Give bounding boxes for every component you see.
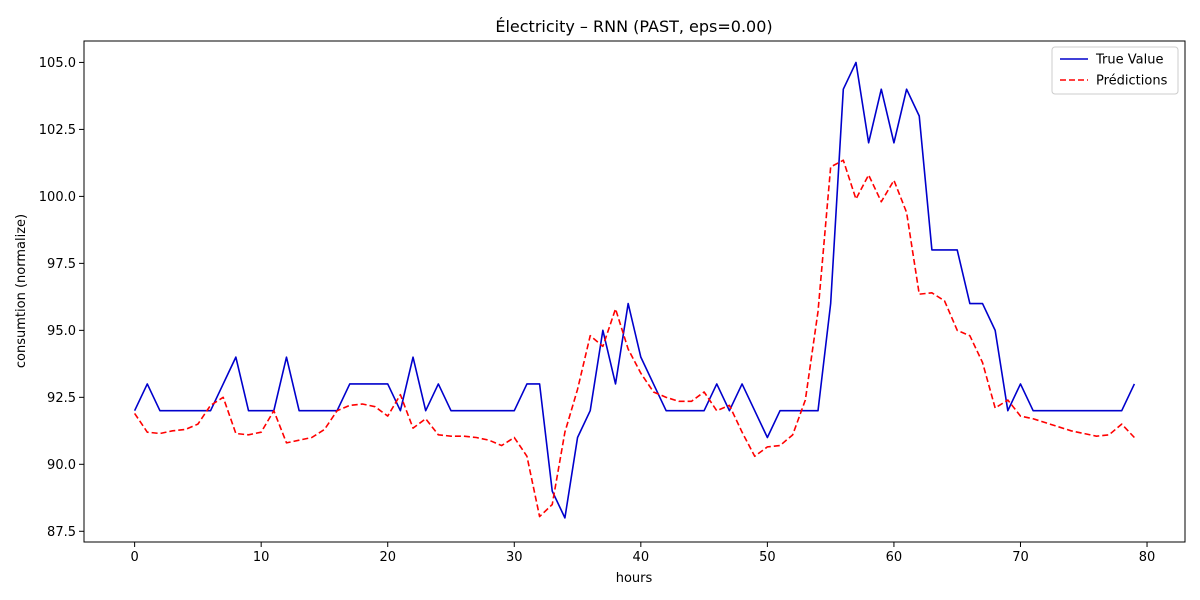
chart-title: Électricity – RNN (PAST, eps=0.00) [495, 17, 772, 36]
y-tick-label: 102.5 [39, 123, 76, 138]
y-tick-label: 100.0 [39, 190, 76, 205]
y-tick-label: 95.0 [47, 324, 76, 339]
plot-frame [83, 40, 1186, 543]
x-tick-label: 10 [253, 550, 270, 565]
y-tick-label: 87.5 [47, 525, 76, 540]
y-tick-label: 92.5 [47, 391, 76, 406]
x-tick-label: 0 [130, 550, 138, 565]
x-axis: 0 10 20 30 40 50 60 70 80 [130, 542, 1155, 565]
plot-area [84, 41, 1185, 542]
series-line-true-value [133, 61, 1136, 519]
legend: True Value Prédictions [1051, 46, 1179, 95]
y-tick-label: 97.5 [47, 257, 76, 272]
y-axis-label: consumtion (normalize) [14, 214, 29, 368]
x-tick-label: 70 [1012, 550, 1029, 565]
x-tick-label: 80 [1139, 550, 1156, 565]
x-axis-label: hours [616, 571, 653, 586]
series-layer [133, 61, 1136, 519]
legend-label: Prédictions [1096, 74, 1168, 89]
x-tick-label: 20 [379, 550, 396, 565]
x-tick-label: 60 [886, 550, 903, 565]
x-tick-label: 50 [759, 550, 776, 565]
y-tick-label: 90.0 [47, 458, 76, 473]
legend-label: True Value [1095, 53, 1163, 68]
y-tick-label: 105.0 [39, 56, 76, 71]
x-tick-label: 40 [633, 550, 650, 565]
x-tick-label: 30 [506, 550, 523, 565]
y-axis: 87.5 90.0 92.5 95.0 97.5 100.0 102.5 105.0 [39, 56, 84, 540]
